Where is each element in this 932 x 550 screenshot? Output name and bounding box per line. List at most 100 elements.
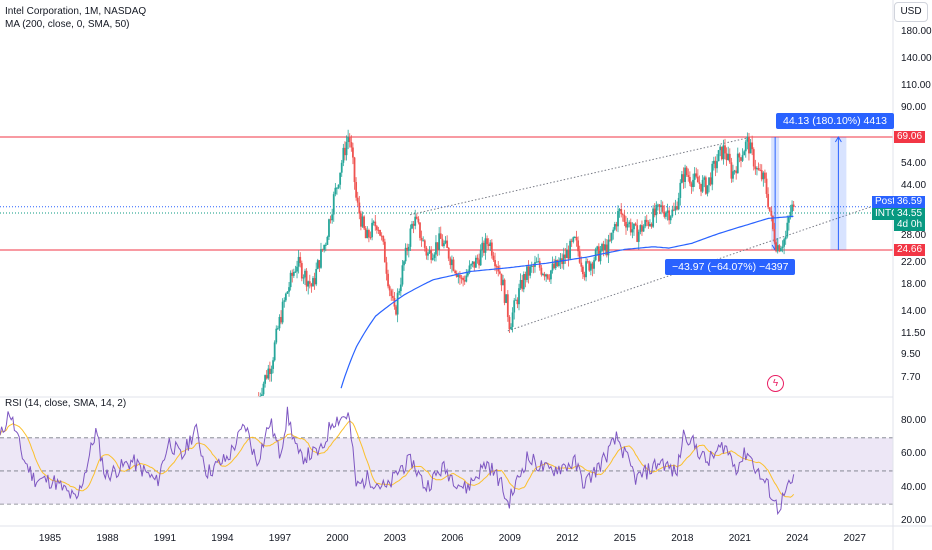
candle-body — [344, 147, 346, 156]
candle-body — [768, 207, 771, 211]
candle-body — [728, 153, 731, 163]
candle-body — [669, 216, 672, 221]
price-tick-label: 180.00 — [901, 25, 932, 37]
candle-body — [593, 260, 595, 269]
candle-body — [427, 253, 429, 256]
candle-body — [315, 269, 318, 285]
candle-body — [575, 236, 578, 241]
currency-button[interactable]: USD — [894, 2, 928, 22]
candle-body — [566, 250, 568, 259]
candle-body — [481, 242, 484, 251]
candle-body — [644, 219, 647, 227]
candle-body — [585, 261, 587, 278]
time-tick-label: 2024 — [786, 533, 809, 544]
rsi-tick-label: 80.00 — [901, 415, 927, 427]
candle-body — [634, 223, 637, 226]
candle-body — [307, 281, 310, 287]
candle-body — [527, 266, 530, 276]
candle-body — [548, 278, 551, 280]
lightning-icon[interactable]: ϟ — [767, 375, 784, 392]
candle-body — [451, 259, 453, 266]
candle-body — [744, 141, 747, 152]
price-tick-label: 44.00 — [901, 180, 927, 192]
candle-body — [724, 145, 726, 154]
candle-body — [486, 238, 488, 245]
measure-up-label[interactable]: 44.13 (180.10%) 4413 — [776, 113, 894, 129]
candle-body — [781, 246, 784, 249]
candle-body — [607, 239, 610, 256]
candle-body — [522, 273, 525, 290]
time-tick-label: 1991 — [153, 533, 177, 544]
candle-body — [401, 265, 404, 285]
candle-body — [292, 272, 295, 276]
candle-body — [679, 182, 682, 198]
candle-body — [516, 299, 519, 305]
candle-body — [740, 157, 742, 161]
candle-body — [312, 278, 314, 287]
candle-body — [404, 247, 407, 262]
candle-body — [313, 278, 316, 285]
candle-body — [736, 153, 739, 174]
candle-body — [615, 224, 618, 227]
candle-body — [260, 394, 263, 396]
candle-body — [572, 237, 575, 242]
candle-body — [407, 246, 410, 251]
time-tick-label: 2021 — [728, 533, 751, 544]
candle-body — [693, 173, 696, 180]
candle-body — [792, 204, 795, 208]
candle-body — [377, 229, 380, 231]
candle-body — [355, 182, 358, 198]
candle-body — [474, 257, 477, 268]
candle-body — [462, 277, 465, 281]
candle-body — [605, 244, 608, 256]
candle-body — [641, 225, 643, 232]
support-price-badge: 24.66 — [894, 244, 926, 256]
candle-body — [459, 274, 461, 278]
candle-body — [628, 222, 631, 224]
candle-body — [526, 266, 528, 280]
candle-body — [704, 177, 707, 194]
candle-body — [727, 153, 730, 161]
candle-body — [537, 261, 540, 263]
time-tick-label: 1994 — [211, 533, 234, 544]
measure-down-label[interactable]: −43.97 (−64.07%) −4397 — [665, 259, 796, 275]
candle-body — [280, 316, 282, 323]
candle-body — [281, 301, 284, 323]
candle-body — [348, 136, 351, 143]
candle-body — [754, 166, 757, 170]
candle-body — [711, 163, 714, 185]
candle-body — [749, 142, 752, 154]
candle-body — [267, 368, 270, 379]
candle-body — [487, 244, 490, 247]
candle-body — [465, 275, 468, 282]
candle-body — [511, 312, 514, 327]
candle-body — [360, 213, 362, 227]
candle-body — [546, 274, 549, 279]
candle-body — [367, 230, 370, 238]
candle-body — [618, 209, 621, 211]
candle-body — [399, 284, 402, 292]
candle-body — [331, 214, 334, 221]
candle-body — [468, 265, 471, 273]
candle-body — [639, 225, 642, 232]
candle-body — [265, 375, 268, 379]
time-tick-label: 2000 — [326, 533, 349, 544]
candle-body — [612, 229, 615, 233]
candle-body — [701, 179, 704, 192]
candle-body — [570, 240, 573, 242]
candle-body — [759, 169, 762, 171]
candle-body — [695, 173, 698, 177]
rsi-tick-label: 60.00 — [901, 448, 927, 460]
candle-body — [443, 243, 445, 247]
candle-body — [435, 242, 437, 255]
candle-body — [625, 221, 627, 228]
candle-body — [716, 161, 718, 169]
price-tick-label: 140.00 — [901, 53, 932, 65]
candle-body — [297, 256, 300, 267]
post-market-price: 36.59 — [894, 196, 926, 208]
time-tick-label: 2015 — [613, 533, 636, 544]
candle-body — [356, 197, 359, 203]
candle-body — [604, 244, 607, 250]
candle-body — [447, 247, 450, 259]
